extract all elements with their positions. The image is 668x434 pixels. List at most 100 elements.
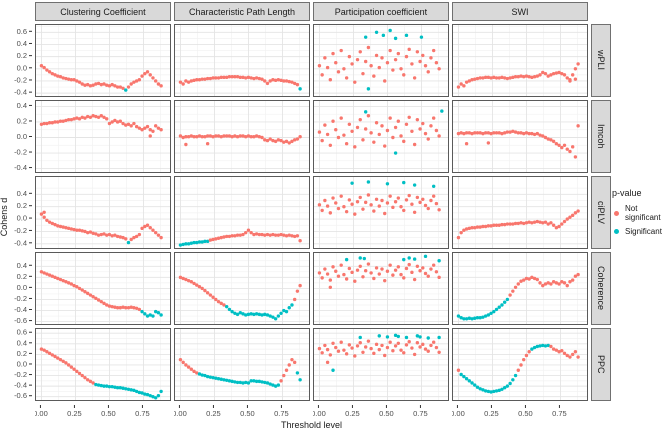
row-strip-label: wPLI bbox=[596, 50, 606, 71]
col-strip-label: SWI bbox=[511, 6, 529, 17]
svg-text:0.75: 0.75 bbox=[274, 409, 289, 417]
svg-text:0.50: 0.50 bbox=[379, 409, 394, 417]
svg-text:-0.4: -0.4 bbox=[14, 88, 27, 97]
svg-text:0.75: 0.75 bbox=[135, 409, 150, 417]
panel-r1-c2 bbox=[174, 24, 310, 97]
y-axis-title: Cohens d bbox=[0, 197, 9, 237]
svg-text:0.50: 0.50 bbox=[518, 409, 533, 417]
x-axis-title: Threshold level bbox=[280, 420, 343, 430]
panel-r3-c4 bbox=[452, 176, 588, 249]
panel-r2-c3 bbox=[313, 100, 449, 173]
facet-grid: Clustering Coefficient Characteristic Pa… bbox=[2, 2, 611, 433]
row-strip-label: PPC bbox=[596, 355, 606, 374]
row-strip-ciplv: ciPLV bbox=[591, 176, 611, 249]
panel-r4-c4 bbox=[452, 252, 588, 325]
panel-r3-c2 bbox=[174, 176, 310, 249]
col-strip-label: Participation coefficient bbox=[334, 6, 428, 17]
svg-text:-0.2: -0.2 bbox=[14, 75, 27, 84]
svg-text:0.25: 0.25 bbox=[206, 409, 221, 417]
svg-text:0.2: 0.2 bbox=[17, 51, 27, 60]
svg-text:0.00: 0.00 bbox=[313, 409, 326, 417]
y-axis-ticks-row-1: 0.6 0.4 0.2 0.0 -0.2 -0.4 bbox=[2, 24, 32, 97]
svg-text:0.2: 0.2 bbox=[17, 201, 27, 210]
svg-text:-0.2: -0.2 bbox=[14, 370, 27, 379]
svg-text:-0.4: -0.4 bbox=[14, 305, 27, 314]
svg-text:-0.6: -0.6 bbox=[14, 316, 27, 325]
svg-text:0.50: 0.50 bbox=[101, 409, 116, 417]
panel-r5-c2 bbox=[174, 328, 310, 401]
x-axis-ticks-col-3: 0.00 0.25 0.50 0.75 bbox=[311, 404, 449, 418]
panel-r1-c3 bbox=[313, 24, 449, 97]
row-strip-label: Coherence bbox=[596, 266, 606, 311]
col-strip-characteristic-path-length: Characteristic Path Length bbox=[174, 2, 310, 21]
svg-text:0.25: 0.25 bbox=[345, 409, 360, 417]
svg-text:0.0: 0.0 bbox=[17, 283, 27, 292]
x-axis-ticks-col-1: 0.00 0.25 0.50 0.75 bbox=[33, 404, 171, 418]
svg-text:0.6: 0.6 bbox=[17, 27, 27, 36]
panel-r1-c1 bbox=[35, 24, 171, 97]
panel-r3-c3 bbox=[313, 176, 449, 249]
svg-text:-0.2: -0.2 bbox=[14, 226, 27, 235]
svg-text:-0.4: -0.4 bbox=[14, 238, 27, 247]
svg-text:0.00: 0.00 bbox=[35, 409, 48, 417]
row-strip-imcoh: Imcoh bbox=[591, 100, 611, 173]
panel-r4-c3 bbox=[313, 252, 449, 325]
panel-r2-c2 bbox=[174, 100, 310, 173]
svg-text:-0.4: -0.4 bbox=[14, 163, 27, 172]
legend-entry-not-significant: Not significant bbox=[612, 204, 668, 222]
svg-text:0.2: 0.2 bbox=[17, 272, 27, 281]
svg-text:0.50: 0.50 bbox=[240, 409, 255, 417]
svg-text:0.25: 0.25 bbox=[67, 409, 82, 417]
row-strip-label: ciPLV bbox=[596, 201, 606, 224]
x-axis-ticks-col-2: 0.00 0.25 0.50 0.75 bbox=[172, 404, 310, 418]
legend-entry-significant: Significant bbox=[612, 227, 668, 236]
svg-text:-0.4: -0.4 bbox=[14, 381, 27, 390]
svg-text:0.0: 0.0 bbox=[17, 63, 27, 72]
col-strip-participation-coefficient: Participation coefficient bbox=[313, 2, 449, 21]
svg-text:0.0: 0.0 bbox=[17, 132, 27, 141]
legend: p-value Not significant Significant bbox=[612, 188, 668, 241]
panel-r3-c1 bbox=[35, 176, 171, 249]
panel-r5-c1 bbox=[35, 328, 171, 401]
panel-r5-c4 bbox=[452, 328, 588, 401]
not-significant-dot-icon bbox=[614, 210, 619, 216]
svg-text:-0.6: -0.6 bbox=[14, 391, 27, 400]
row-strip-label: Imcoh bbox=[596, 124, 606, 149]
panel-r1-c4 bbox=[452, 24, 588, 97]
row-strip-coherence: Coherence bbox=[591, 252, 611, 325]
svg-text:0.0: 0.0 bbox=[17, 214, 27, 223]
legend-title: p-value bbox=[612, 188, 642, 198]
panel-r5-c3 bbox=[313, 328, 449, 401]
y-axis-ticks-row-3: 0.4 0.2 0.0 -0.2 -0.4 bbox=[2, 176, 32, 249]
svg-text:0.00: 0.00 bbox=[452, 409, 465, 417]
svg-text:0.00: 0.00 bbox=[174, 409, 187, 417]
row-strip-wpli: wPLI bbox=[591, 24, 611, 97]
svg-text:0.6: 0.6 bbox=[17, 328, 27, 337]
svg-text:-0.2: -0.2 bbox=[14, 148, 27, 157]
svg-text:0.4: 0.4 bbox=[17, 101, 27, 110]
y-axis-ticks-row-4: 0.4 0.2 0.0 -0.2 -0.4 -0.6 bbox=[2, 252, 32, 325]
y-axis-ticks-row-2: 0.4 0.2 0.0 -0.2 -0.4 bbox=[2, 100, 32, 173]
svg-text:0.2: 0.2 bbox=[17, 116, 27, 125]
col-strip-swi: SWI bbox=[452, 2, 588, 21]
panel-r4-c1 bbox=[35, 252, 171, 325]
y-axis-ticks-row-5: 0.6 0.4 0.2 0.0 -0.2 -0.4 -0.6 bbox=[2, 328, 32, 401]
svg-text:0.4: 0.4 bbox=[17, 338, 27, 347]
svg-text:0.2: 0.2 bbox=[17, 349, 27, 358]
svg-text:0.75: 0.75 bbox=[552, 409, 567, 417]
svg-text:-0.2: -0.2 bbox=[14, 294, 27, 303]
significant-dot-icon bbox=[614, 229, 619, 234]
svg-text:0.75: 0.75 bbox=[413, 409, 428, 417]
panel-r2-c4 bbox=[452, 100, 588, 173]
svg-text:0.25: 0.25 bbox=[484, 409, 499, 417]
svg-text:0.4: 0.4 bbox=[17, 261, 27, 270]
panel-r2-c1 bbox=[35, 100, 171, 173]
col-strip-clustering-coefficient: Clustering Coefficient bbox=[35, 2, 171, 21]
panel-r4-c2 bbox=[174, 252, 310, 325]
legend-entry-label: Significant bbox=[625, 227, 662, 236]
svg-text:0.0: 0.0 bbox=[17, 359, 27, 368]
row-strip-ppc: PPC bbox=[591, 328, 611, 401]
legend-entry-label: Not significant bbox=[625, 204, 661, 222]
col-strip-label: Characteristic Path Length bbox=[188, 6, 296, 17]
